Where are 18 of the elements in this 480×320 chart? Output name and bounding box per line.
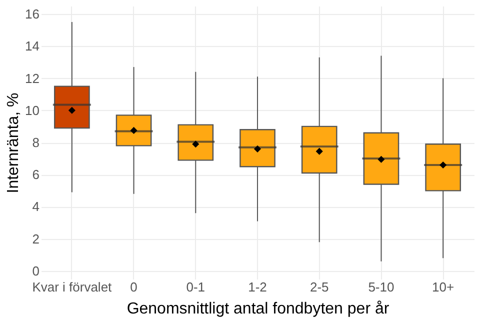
y-tick-label: 4 — [32, 199, 40, 214]
y-tick-label: 0 — [32, 263, 40, 278]
y-tick-label: 14 — [25, 38, 40, 54]
x-tick-label: 0-1 — [186, 280, 206, 294]
y-tick-label: 8 — [32, 135, 40, 150]
y-axis-title: Internränta, % — [5, 92, 22, 194]
x-tick-label: 2-5 — [310, 280, 329, 294]
x-axis-title: Genomsnittligt antal fondbyten per år — [126, 300, 390, 318]
y-tick-label: 12 — [25, 70, 40, 86]
x-tick-label: 1-2 — [248, 280, 267, 294]
x-tick-label: 0 — [130, 280, 138, 294]
y-tick-label: 16 — [25, 6, 40, 22]
y-tick-label: 2 — [32, 231, 40, 246]
x-tick-label: 10+ — [432, 280, 454, 294]
y-tick-label: 10 — [25, 102, 40, 118]
x-tick-label: Kvar i förvalet — [32, 280, 112, 294]
x-tick-label: 5-10 — [368, 280, 394, 294]
y-tick-label: 6 — [32, 167, 40, 182]
